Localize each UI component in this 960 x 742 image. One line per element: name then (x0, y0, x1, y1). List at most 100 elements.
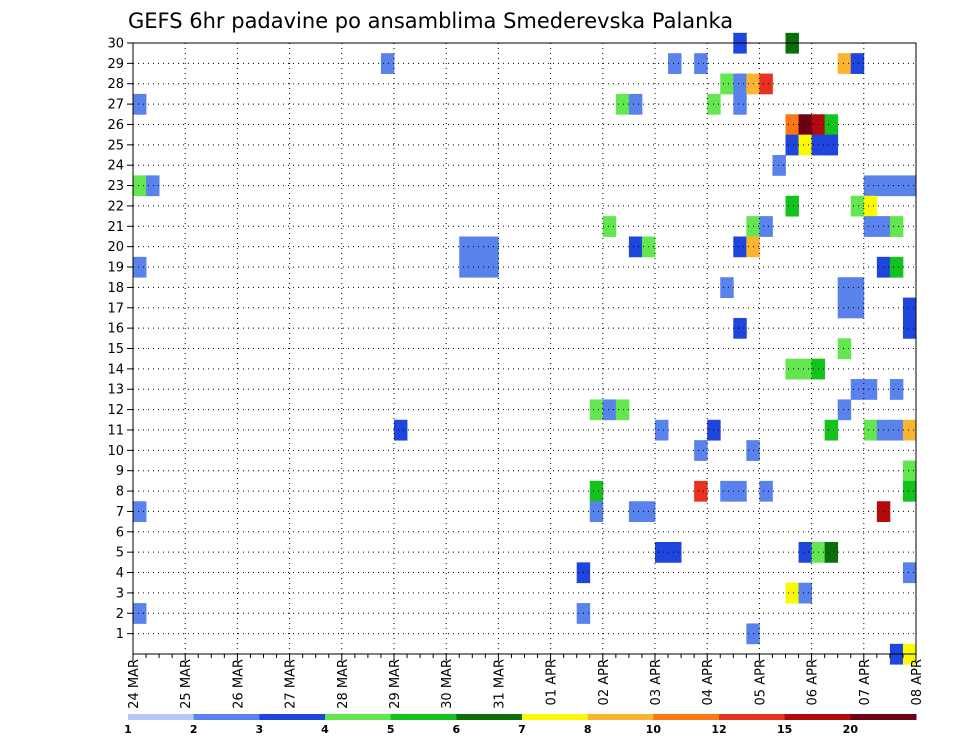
heatmap-cell (733, 236, 747, 258)
heatmap-cell (589, 480, 604, 502)
x-tick-label: 30 MAR (440, 659, 455, 709)
y-tick-label: 27 (107, 98, 124, 113)
heatmap-cell (394, 419, 408, 441)
heatmap-cell (694, 480, 708, 502)
x-tick-label: 31 MAR (492, 659, 507, 709)
y-tick-label: 29 (107, 57, 124, 72)
heatmap-cell (798, 114, 812, 136)
heatmap-cell (485, 256, 499, 278)
y-tick-label: 2 (116, 607, 124, 622)
y-tick-label: 18 (107, 281, 124, 296)
colorbar-tick-label: 6 (453, 723, 461, 736)
colorbar-tick-label: 20 (843, 723, 859, 736)
colorbar-tick-label: 3 (256, 723, 264, 736)
colorbar-tick-label: 8 (584, 723, 592, 736)
heatmap-cell (733, 93, 747, 115)
heatmap-cell (628, 93, 643, 115)
heatmap-cell (146, 175, 160, 197)
y-tick-label: 30 (107, 37, 124, 52)
heatmap-cell (668, 53, 682, 74)
heatmap-cell (798, 541, 812, 563)
heatmap-cell (824, 541, 839, 563)
y-tick-label: 12 (107, 403, 124, 418)
heatmap-cell (668, 541, 682, 563)
heatmap-cell (694, 440, 708, 461)
heatmap-cell (485, 236, 499, 258)
colorbar-swatch (587, 714, 654, 720)
heatmap-cell (380, 53, 395, 74)
y-tick-label: 4 (116, 566, 124, 581)
heatmap-cell (824, 419, 839, 441)
y-tick-label: 1 (116, 627, 124, 642)
heatmap-cell (785, 582, 799, 604)
y-tick-label: 14 (107, 362, 124, 377)
chart-title: GEFS 6hr padavine po ansamblima Smederev… (128, 9, 733, 33)
x-tick-label: 06 APR (806, 659, 821, 705)
colorbar-swatch (653, 714, 720, 720)
heatmap-cell (133, 501, 147, 523)
colorbar-swatch (456, 714, 523, 720)
heatmap-cell (798, 582, 812, 604)
heatmap-cell (733, 480, 747, 502)
heatmap-cell (798, 358, 812, 380)
heatmap-cell (133, 93, 147, 115)
heatmap-cell (785, 114, 799, 136)
heatmap-cell (133, 175, 147, 197)
y-tick-label: 28 (107, 77, 124, 92)
heatmap-cell (863, 175, 878, 197)
heatmap-cell (615, 399, 630, 421)
heatmap-cell (889, 256, 904, 278)
heatmap-cell (889, 419, 904, 441)
heatmap-cell (472, 236, 486, 258)
y-tick-label: 21 (107, 220, 124, 235)
heatmap-cell (902, 297, 917, 319)
heatmap-cell (628, 501, 643, 523)
x-tick-label: 28 MAR (336, 659, 351, 709)
heatmap-cell (785, 358, 799, 380)
x-tick-label: 08 APR (910, 659, 925, 705)
y-tick-label: 23 (107, 179, 124, 194)
x-axis: 24 MAR 25 MAR 26 MAR 27 MAR 28 MAR 29 MAR 30 M… (127, 654, 925, 709)
heatmap-cell (733, 317, 747, 339)
y-tick-label: 19 (107, 261, 124, 276)
colorbar-swatch (259, 714, 326, 720)
heatmap-cell (720, 480, 734, 502)
heatmap-cell (850, 297, 865, 319)
heatmap-cell (889, 175, 904, 197)
heatmap-cell (850, 277, 865, 298)
heatmap-cell (902, 175, 917, 197)
heatmap-cell (863, 379, 878, 400)
heatmap-cell (837, 399, 852, 421)
y-tick-label: 26 (107, 118, 124, 133)
heatmap-cell (655, 419, 669, 441)
colorbar-swatch (193, 714, 260, 720)
heatmap-cell (720, 73, 734, 95)
x-tick-label: 29 MAR (388, 659, 403, 709)
heatmap-cell (863, 216, 878, 237)
colorbar-swatch (850, 714, 917, 720)
x-tick-label: 24 MAR (127, 659, 142, 709)
colorbar-tick-label: 5 (387, 723, 395, 736)
heatmap-cell (837, 277, 852, 298)
heatmap-cell (459, 256, 473, 278)
heatmap-cell (759, 216, 773, 237)
colorbar-swatch (784, 714, 851, 720)
heatmap-cell (655, 541, 669, 563)
x-tick-label: 25 MAR (179, 659, 194, 709)
heatmap-cell (759, 73, 773, 95)
heatmap-cell (863, 195, 878, 217)
colorbar-tick-label: 4 (321, 723, 329, 736)
y-tick-label: 22 (107, 199, 124, 214)
heatmap-cell (863, 419, 878, 441)
y-tick-label: 9 (116, 464, 124, 479)
y-tick-label: 20 (107, 240, 124, 255)
x-tick-label: 05 APR (753, 659, 768, 705)
y-tick-label: 11 (107, 423, 124, 438)
y-tick-label: 25 (107, 138, 124, 153)
y-tick-label: 6 (116, 525, 124, 540)
grid-lines (133, 43, 916, 654)
colorbar-tick-label: 7 (518, 723, 526, 736)
y-tick-label: 24 (107, 159, 124, 174)
colorbar: 1 2 3 4 5 6 7 8 10 12 15 20 (124, 714, 917, 736)
